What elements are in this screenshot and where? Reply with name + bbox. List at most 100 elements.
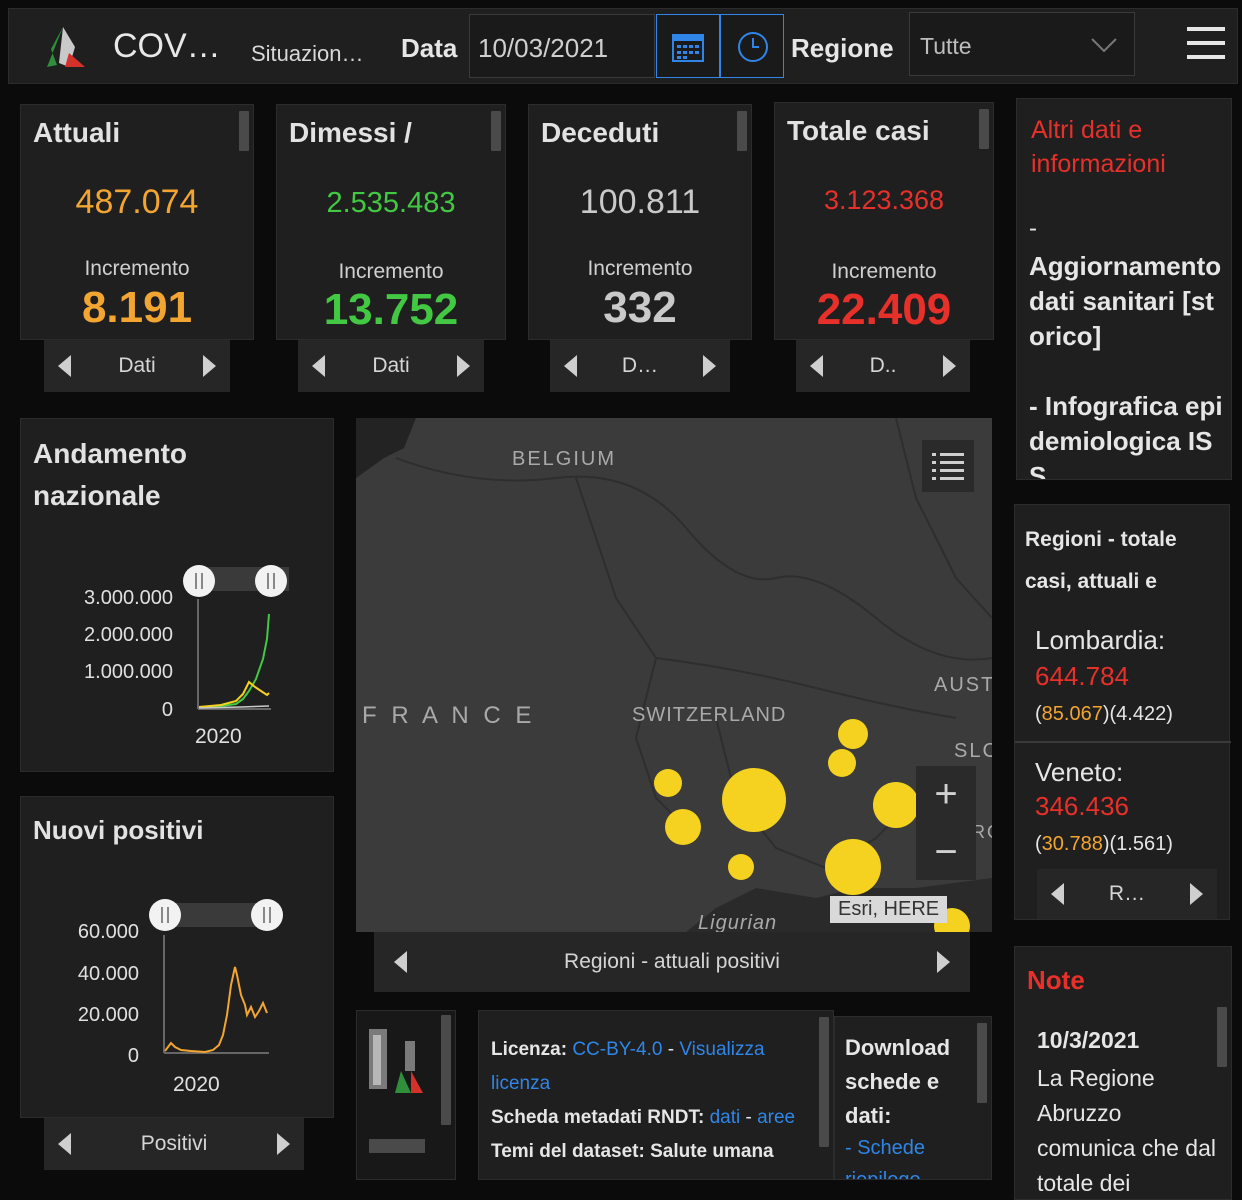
info-link-aggiornamento[interactable]: Aggiornamento dati sanitari [storico]	[1029, 251, 1222, 351]
date-input-value: 10/03/2021	[478, 33, 609, 63]
next-arrow-icon[interactable]	[1189, 883, 1203, 905]
kpi-increment-label: Incremento	[84, 257, 190, 280]
zoom-in-button[interactable]: +	[934, 772, 958, 816]
kpi-pager-dimessi: Dati	[298, 340, 484, 392]
map-bubble-veneto[interactable]	[873, 782, 919, 828]
region-total: 644.784	[1035, 661, 1129, 691]
regions-pager: R…	[1037, 869, 1217, 919]
prev-arrow-icon[interactable]	[58, 1133, 71, 1155]
license-label: Licenza:	[491, 1039, 568, 1060]
download-panel: Download schede e dati: - Schede riepilo…	[834, 1016, 992, 1180]
kpi-increment-label: Incremento	[831, 260, 937, 283]
next-arrow-icon[interactable]	[702, 355, 716, 377]
app-header: COV… Situazion… Data 10/03/2021 Regione …	[8, 8, 1238, 84]
x-tick-label: 2020	[173, 1073, 220, 1096]
pager-label: Regioni - attuali positivi	[564, 950, 780, 973]
map-bubble[interactable]	[728, 854, 754, 880]
map-bubble[interactable]	[665, 809, 701, 845]
calendar-button[interactable]	[656, 14, 720, 78]
scrollbar[interactable]	[977, 1023, 987, 1103]
y-tick-label: 1.000.000	[84, 661, 173, 683]
pager-label: D..	[869, 354, 897, 377]
next-arrow-icon[interactable]	[937, 951, 950, 973]
nuovi-positivi-panel: Nuovi positivi 60.000 40.000 20.000 0 20…	[20, 796, 334, 1118]
note-panel: Note 10/3/2021 La Regione Abruzzo comuni…	[1014, 946, 1232, 1200]
pager-label: Positivi	[140, 1132, 208, 1155]
rndt-link-dati[interactable]: dati	[709, 1107, 741, 1128]
map-bubble[interactable]	[838, 719, 868, 749]
next-arrow-icon[interactable]	[277, 1133, 290, 1155]
range-slider-track[interactable]	[165, 903, 267, 927]
license-text: Licenza: CC-BY-4.0 - Visualizza licenza …	[491, 1033, 811, 1169]
kpi-increment-value: 22.409	[816, 285, 952, 334]
scrollbar[interactable]	[819, 1017, 829, 1147]
app-logo-icon	[47, 27, 85, 67]
kpi-card-attuali: Attuali 487.074 Incremento 8.191	[20, 104, 254, 340]
prev-arrow-icon[interactable]	[810, 355, 823, 377]
range-handle-start[interactable]	[183, 565, 215, 597]
scrollbar[interactable]	[441, 1015, 451, 1125]
banner-flag-icon	[369, 1029, 425, 1153]
prev-arrow-icon[interactable]	[564, 355, 577, 377]
y-tick-label: 0	[161, 699, 173, 721]
divider	[1015, 741, 1231, 743]
map-bubble[interactable]	[654, 769, 682, 797]
y-tick-label: 20.000	[77, 1004, 139, 1026]
rndt-link-aree[interactable]: aree	[757, 1107, 796, 1128]
prev-arrow-icon[interactable]	[394, 951, 407, 973]
map-bubble[interactable]	[825, 839, 881, 895]
download-link-riepilogo[interactable]: riepilogo	[845, 1169, 921, 1180]
regions-title: Regioni - totale casi, attuali e	[1025, 528, 1177, 593]
calendar-icon	[672, 34, 704, 62]
scrollbar[interactable]	[1217, 1007, 1227, 1067]
map-label-austria: AUST	[934, 674, 992, 696]
range-handle-end[interactable]	[251, 899, 283, 931]
series-attuali-line	[198, 680, 270, 708]
app-title: COV…	[113, 27, 221, 65]
range-handle-end[interactable]	[255, 565, 287, 597]
kpi-increment-value: 8.191	[81, 283, 193, 332]
andamento-title: Andamento nazionale	[33, 438, 187, 511]
license-panel: Licenza: CC-BY-4.0 - Visualizza licenza …	[478, 1010, 834, 1180]
next-arrow-icon[interactable]	[202, 355, 216, 377]
prev-arrow-icon[interactable]	[312, 355, 325, 377]
map-bubble[interactable]	[828, 749, 856, 777]
series-dimessi-line	[198, 613, 270, 708]
time-button[interactable]	[720, 14, 784, 78]
region-select[interactable]: Tutte	[909, 12, 1135, 76]
scrollbar[interactable]	[491, 111, 501, 151]
next-arrow-icon[interactable]	[943, 355, 956, 377]
map-attribution: Esri, HERE	[830, 896, 948, 923]
info-link-infografica[interactable]: - Infografica epidemiologica ISS	[1029, 391, 1223, 480]
date-input[interactable]: 10/03/2021	[469, 14, 655, 78]
map-view[interactable]: BELGIUM F R A N C E SWITZERLAND AUST SLC…	[356, 418, 992, 932]
kpi-title: Attuali	[33, 117, 121, 148]
zoom-out-button[interactable]: −	[934, 830, 958, 874]
series-nuovi-positivi-line	[164, 966, 268, 1054]
kpi-increment-value: 13.752	[323, 285, 459, 334]
map-label-france: F R A N C E	[362, 702, 536, 729]
next-arrow-icon[interactable]	[456, 355, 470, 377]
map-label-slovenia: SLC	[954, 740, 992, 762]
scrollbar[interactable]	[239, 111, 249, 151]
range-handle-start[interactable]	[149, 899, 181, 931]
kpi-value: 487.074	[75, 183, 199, 221]
license-link-cc[interactable]: CC-BY-4.0	[572, 1039, 663, 1060]
prev-arrow-icon[interactable]	[58, 355, 71, 377]
regions-panel: Regioni - totale casi, attuali e Lombard…	[1014, 504, 1231, 920]
download-link-schede[interactable]: - Schede	[845, 1137, 926, 1159]
legend-button[interactable]	[922, 440, 974, 492]
banner-image[interactable]	[356, 1010, 456, 1180]
map-bubble-lombardia[interactable]	[722, 768, 786, 832]
license-link-licenza[interactable]: licenza	[491, 1073, 551, 1094]
prev-arrow-icon[interactable]	[1051, 883, 1064, 905]
kpi-card-dimessi: Dimessi / 2.535.483 Incremento 13.752	[276, 104, 506, 340]
scrollbar[interactable]	[737, 111, 747, 151]
kpi-value: 2.535.483	[326, 187, 456, 219]
y-tick-label: 2.000.000	[84, 624, 173, 646]
scrollbar[interactable]	[979, 109, 989, 149]
clock-icon	[738, 32, 768, 62]
nuovi-positivi-pager: Positivi	[44, 1118, 304, 1170]
license-link-visualizza[interactable]: Visualizza	[679, 1039, 765, 1060]
hamburger-menu-icon[interactable]	[1187, 25, 1227, 61]
